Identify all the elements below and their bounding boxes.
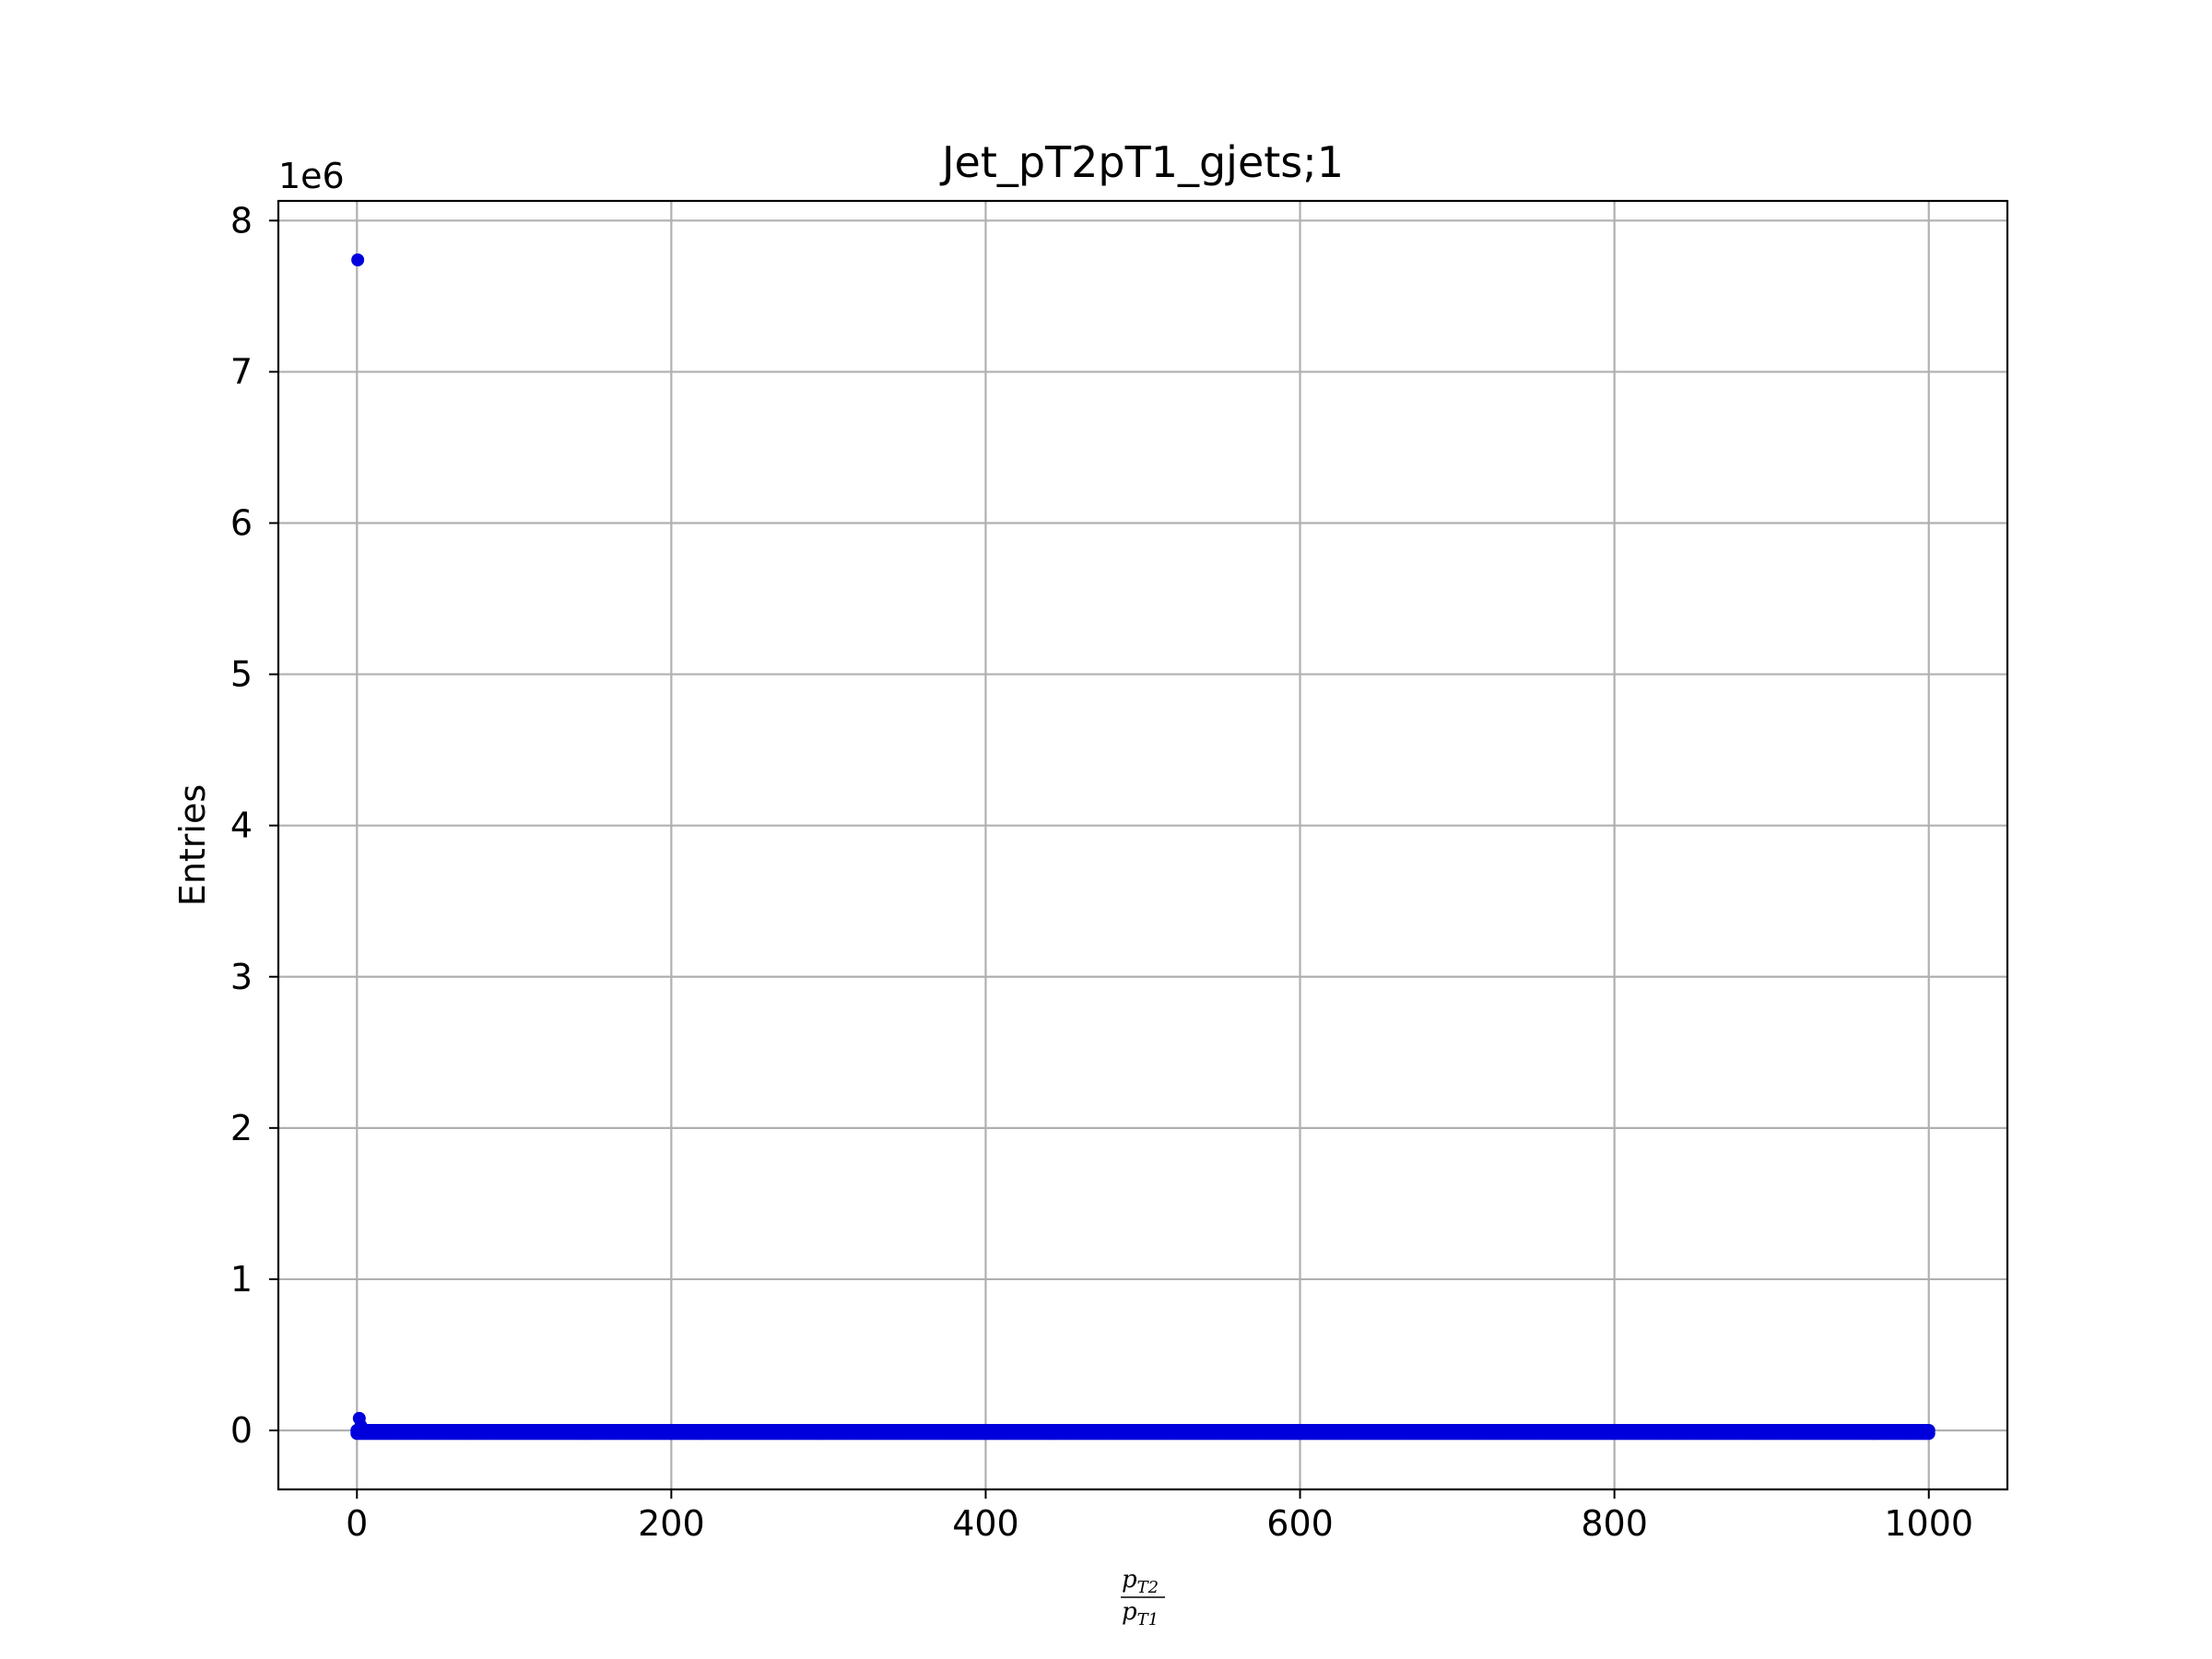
y-tick-label: 0 [230,1410,253,1451]
x-label-denominator: p [1122,1598,1137,1626]
svg-text:pT2: pT2 [1122,1566,1159,1597]
y-tick-label: 4 [230,806,253,846]
x-label-denominator-sub: T1 [1137,1610,1159,1630]
data-point [351,253,365,266]
y-axis-label: Entries [172,784,213,906]
svg-text:pT1: pT1 [1122,1598,1159,1630]
x-tick-label: 800 [1581,1503,1648,1544]
x-tick-label: 1000 [1884,1503,1973,1544]
y-offset-label: 1e6 [278,156,345,196]
grid-lines [278,201,2007,1489]
x-axis-label: pT2 pT1 [1121,1566,1165,1630]
axes-frame [276,199,2009,1491]
y-tick-label: 2 [230,1108,253,1148]
data-point [354,1419,368,1433]
axis-ticks: 0 200 400 600 800 1000 0 1 2 3 4 5 6 7 8 [230,200,1973,1544]
y-tick-label: 6 [230,503,253,544]
y-tick-label: 1 [230,1259,253,1300]
y-tick-label: 7 [230,351,253,392]
x-tick-label: 200 [638,1503,705,1544]
y-tick-label: 5 [230,654,253,695]
data-points [350,253,1936,1441]
y-tick-label: 3 [230,957,253,997]
y-tick-label: 8 [230,200,253,241]
x-tick-label: 600 [1266,1503,1334,1544]
x-tick-label: 400 [952,1503,1019,1544]
x-label-numerator: p [1122,1566,1137,1594]
data-point [1922,1427,1936,1441]
x-label-numerator-sub: T2 [1137,1578,1159,1597]
chart-title: Jet_pT2pT1_gjets;1 [939,137,1344,187]
x-tick-label: 0 [346,1503,368,1544]
